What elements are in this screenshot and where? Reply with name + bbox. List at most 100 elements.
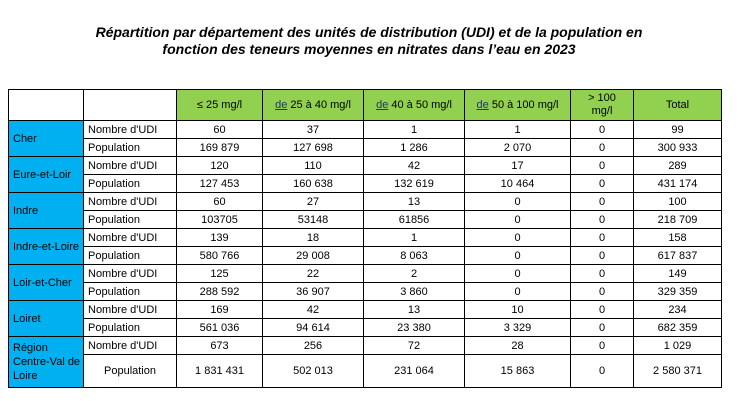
table-cell: 94 614 (262, 318, 364, 337)
row-label-udi: Nombre d'UDI (83, 336, 177, 355)
header-50-100-prefix: de (476, 98, 489, 111)
table-cell: 0 (570, 264, 634, 283)
table-cell: 127 698 (262, 138, 364, 157)
table-cell: 1 (464, 120, 571, 139)
table-cell: 1 (363, 120, 465, 139)
table-cell: 120 (176, 156, 263, 175)
row-label-population: Population (83, 246, 177, 265)
table-cell: 0 (464, 246, 571, 265)
table-cell: 110 (262, 156, 364, 175)
header-50-100-range: 50 à 100 mg/l (488, 98, 559, 111)
table-cell: 231 064 (363, 354, 465, 388)
table-cell: 0 (570, 174, 634, 193)
table-cell: 13 (363, 300, 465, 319)
table-cell: 139 (176, 228, 263, 247)
table-cell: 561 036 (176, 318, 263, 337)
corner-cell-measure (83, 89, 177, 121)
department-name: Cher (8, 120, 84, 157)
table-cell: 22 (262, 264, 364, 283)
table-cell: 0 (570, 300, 634, 319)
table-cell: 2 580 371 (633, 354, 722, 388)
table-row: Population 127 453 160 638 132 619 10 464 0 43… (9, 174, 722, 193)
table-cell: 0 (570, 210, 634, 229)
header-40-50-range: 40 à 50 mg/l (388, 98, 452, 111)
table-cell: 1 286 (363, 138, 465, 157)
table-cell: 160 638 (262, 174, 364, 193)
table-cell: 18 (262, 228, 364, 247)
row-label-udi: Nombre d'UDI (83, 192, 177, 211)
table-cell: 2 070 (464, 138, 571, 157)
table-cell: 15 863 (464, 354, 571, 388)
table-row: Loir-et-Cher Nombre d'UDI 125 22 2 0 0 149 (8, 264, 722, 301)
nitrate-table: ≤ 25 mg/l de 25 à 40 mg/l de 40 à 50 mg/… (8, 89, 722, 388)
row-label-udi: Nombre d'UDI (83, 228, 177, 247)
title-line-2: fonction des teneurs moyennes en nitrate… (162, 41, 576, 57)
table-cell: 10 (464, 300, 571, 319)
title-line-1: Répartition par département des unités d… (95, 24, 643, 40)
row-label-udi: Nombre d'UDI (83, 300, 177, 319)
header-25-40-prefix: de (275, 98, 288, 111)
table-cell: 0 (570, 156, 634, 175)
table-cell: 0 (464, 264, 571, 283)
table-cell: 132 619 (363, 174, 465, 193)
table-cell: 149 (633, 264, 722, 283)
table-cell: 0 (570, 246, 634, 265)
table-cell: 2 (363, 264, 465, 283)
table-cell: 60 (176, 192, 263, 211)
row-label-udi: Nombre d'UDI (83, 120, 177, 139)
table-cell: 158 (633, 228, 722, 247)
table-cell: 125 (176, 264, 263, 283)
table-row: Loiret Nombre d'UDI 169 42 13 10 0 234 (8, 300, 722, 337)
table-cell: 682 359 (633, 318, 722, 337)
table-cell: 42 (363, 156, 465, 175)
table-cell: 13 (363, 192, 465, 211)
table-cell: 288 592 (176, 282, 263, 301)
table-cell: 61856 (363, 210, 465, 229)
table-cell: 1 (363, 228, 465, 247)
header-gt-100: > 100 mg/l (570, 89, 634, 121)
row-label-population: Population (83, 354, 177, 388)
row-label-population: Population (83, 138, 177, 157)
table-cell: 103705 (176, 210, 263, 229)
table-row: Indre Nombre d'UDI 60 27 13 0 0 100 (8, 192, 722, 229)
table-cell: 1 029 (633, 336, 722, 355)
table-row: Population 1 831 431 502 013 231 064 15 863 0… (9, 354, 722, 388)
table-cell: 218 709 (633, 210, 722, 229)
row-label-population: Population (83, 282, 177, 301)
table-cell: 17 (464, 156, 571, 175)
department-name: Loir-et-Cher (8, 264, 84, 301)
row-label-udi: Nombre d'UDI (83, 156, 177, 175)
table-cell: 0 (464, 192, 571, 211)
table-cell: 169 (176, 300, 263, 319)
row-label-population: Population (83, 174, 177, 193)
row-label-udi: Nombre d'UDI (83, 264, 177, 283)
table-row: Eure-et-Loir Nombre d'UDI 120 110 42 17 0 289 (8, 156, 722, 193)
table-cell: 100 (633, 192, 722, 211)
table-cell: 42 (262, 300, 364, 319)
table-cell: 0 (464, 228, 571, 247)
table-cell: 673 (176, 336, 263, 355)
header-50-100: de 50 à 100 mg/l (464, 89, 571, 121)
header-40-50: de 40 à 50 mg/l (363, 89, 465, 121)
table-cell: 3 329 (464, 318, 571, 337)
department-name: Indre-et-Loire (8, 228, 84, 265)
row-label-population: Population (83, 318, 177, 337)
table-cell: 0 (570, 336, 634, 355)
department-name: Indre (8, 192, 84, 229)
table-cell: 72 (363, 336, 465, 355)
table-cell: 36 907 (262, 282, 364, 301)
table-cell: 0 (570, 318, 634, 337)
table-cell: 28 (464, 336, 571, 355)
table-cell: 127 453 (176, 174, 263, 193)
header-40-50-prefix: de (376, 98, 389, 111)
department-name: Région Centre-Val de Loire (8, 336, 84, 388)
table-cell: 0 (464, 282, 571, 301)
table-cell: 10 464 (464, 174, 571, 193)
table-cell: 0 (570, 138, 634, 157)
table-title: Répartition par département des unités d… (0, 24, 738, 58)
table-cell: 27 (262, 192, 364, 211)
header-le-25: ≤ 25 mg/l (176, 89, 263, 121)
table-row: Cher Nombre d'UDI 60 37 1 1 0 99 (8, 120, 722, 157)
table-cell: 0 (570, 192, 634, 211)
table-row: Population 580 766 29 008 8 063 0 0 617 837 (9, 246, 722, 265)
